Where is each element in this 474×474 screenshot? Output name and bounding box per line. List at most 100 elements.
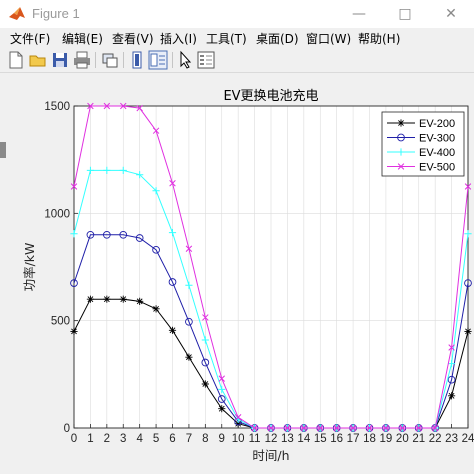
data-point-ev-500 [103,102,111,110]
data-point-ev-200 [185,353,193,361]
data-point-ev-300 [102,230,111,239]
x-tick-label: 5 [153,433,159,445]
data-point-ev-400 [86,166,95,174]
toolbar-separator [95,52,96,68]
data-point-ev-400 [185,281,193,289]
data-point-ev-400 [464,230,472,238]
data-point-ev-500 [87,102,94,110]
data-point-ev-200 [447,392,456,400]
data-point-ev-400 [136,171,144,179]
matlab-logo-icon [9,7,25,20]
x-tick-label: 16 [330,433,343,445]
data-point-ev-500 [366,424,373,432]
data-point-ev-400 [152,187,160,195]
data-point-ev-500 [448,344,455,351]
x-tick-label: 0 [71,433,77,445]
save-icon[interactable] [50,50,70,70]
insert-legend-icon[interactable] [196,50,216,70]
data-point-ev-300 [464,279,472,287]
y-tick-label: 500 [51,316,70,328]
data-point-ev-300 [70,279,78,287]
new-figure-icon[interactable] [6,50,26,70]
menu-view[interactable]: 查看(V) [112,32,154,46]
menu-desktop[interactable]: 桌面(D) [256,32,299,46]
data-point-ev-300 [135,234,144,242]
maximize-icon[interactable]: □ [398,6,412,22]
data-point-ev-300 [447,375,456,384]
data-point-ev-200 [70,327,78,335]
data-point-ev-200 [201,380,209,388]
data-point-ev-500 [136,104,143,112]
minimize-icon[interactable]: — [352,6,366,22]
hide-plot-tools-icon[interactable] [127,50,147,70]
window-title: Figure 1 [32,6,80,21]
y-tick-label: 1000 [44,208,70,220]
data-point-ev-200 [136,297,144,305]
menu-insert[interactable]: 插入(I) [160,32,197,46]
data-point-ev-500 [202,314,209,321]
x-tick-label: 18 [363,433,376,445]
x-tick-label: 6 [169,433,175,445]
show-plot-tools-icon[interactable] [148,50,168,70]
data-point-ev-400 [103,166,111,174]
legend-marker [397,119,405,127]
data-point-ev-500 [382,424,390,432]
link-figure-icon[interactable] [100,50,120,70]
data-point-ev-400 [168,229,177,237]
data-point-ev-400 [218,385,226,393]
x-tick-label: 13 [281,433,294,445]
data-point-ev-500 [70,183,78,190]
edit-plot-arrow-icon[interactable] [176,50,196,70]
x-tick-label: 7 [186,433,192,445]
y-tick-label: 1500 [44,101,70,113]
x-tick-label: 10 [232,433,245,445]
menu-edit[interactable]: 编辑(E) [62,32,103,46]
close-icon[interactable]: ✕ [445,6,457,22]
data-point-ev-300 [152,245,160,254]
x-tick-label: 24 [462,433,474,445]
x-tick-label: 9 [219,433,225,445]
data-point-ev-200 [119,295,127,303]
open-file-icon[interactable] [28,50,48,70]
legend-label: EV-400 [419,147,455,159]
window-titlebar: Figure 1 — □ ✕ [0,0,474,29]
data-point-ev-400 [119,166,127,174]
legend-marker [397,148,405,156]
legend-marker [397,163,405,170]
menu-window[interactable]: 窗口(W) [306,32,352,46]
data-point-ev-300 [119,230,128,239]
x-tick-label: 20 [396,433,409,445]
x-tick-label: 14 [297,433,310,445]
x-tick-label: 2 [104,433,110,445]
x-axis-label: 时间/h [252,448,289,463]
data-point-ev-500 [300,424,308,432]
data-point-ev-200 [464,327,472,335]
data-point-ev-200 [86,295,95,303]
x-tick-label: 17 [347,433,360,445]
x-tick-label: 21 [412,433,425,445]
data-point-ev-500 [464,183,472,190]
data-point-ev-400 [201,336,209,344]
x-tick-label: 3 [120,433,126,445]
legend-label: EV-300 [419,133,455,145]
data-point-ev-200 [103,295,111,303]
data-point-ev-500 [152,127,160,134]
data-point-ev-500 [185,245,193,252]
menu-tools[interactable]: 工具(T) [206,32,247,46]
data-point-ev-500 [349,424,357,432]
data-point-ev-500 [415,424,422,432]
x-tick-label: 8 [202,433,208,445]
legend-label: EV-200 [419,118,455,130]
data-point-ev-200 [218,405,226,413]
print-icon[interactable] [72,50,92,70]
menu-file[interactable]: 文件(F) [10,32,51,46]
data-point-ev-500 [267,424,275,432]
data-point-ev-200 [234,420,242,428]
x-tick-label: 19 [380,433,393,445]
menu-help[interactable]: 帮助(H) [358,32,401,46]
data-point-ev-300 [185,317,193,326]
x-tick-label: 12 [265,433,278,445]
figure-toolbar [0,48,474,73]
data-point-ev-400 [70,230,78,238]
x-tick-label: 15 [314,433,327,445]
